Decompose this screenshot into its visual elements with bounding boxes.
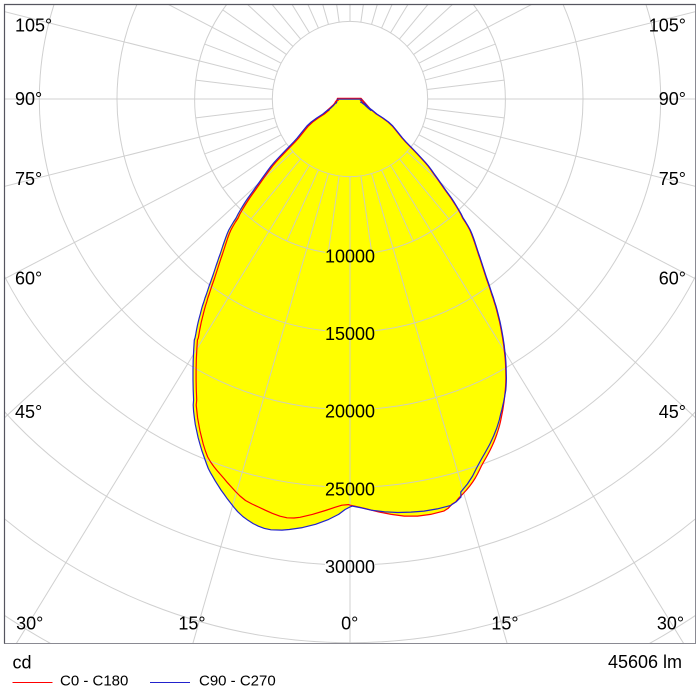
svg-text:105°: 105° xyxy=(15,15,52,35)
svg-text:105°: 105° xyxy=(649,15,686,35)
svg-text:60°: 60° xyxy=(659,269,686,289)
svg-text:20000: 20000 xyxy=(325,402,375,422)
svg-text:15°: 15° xyxy=(178,614,205,634)
svg-text:45°: 45° xyxy=(659,402,686,422)
svg-text:60°: 60° xyxy=(15,269,42,289)
svg-text:75°: 75° xyxy=(659,169,686,189)
svg-text:10000: 10000 xyxy=(325,246,375,266)
svg-text:45606 lm: 45606 lm xyxy=(608,652,682,672)
svg-text:15°: 15° xyxy=(491,614,518,634)
svg-text:15000: 15000 xyxy=(325,324,375,344)
svg-text:25000: 25000 xyxy=(325,479,375,499)
svg-text:0°: 0° xyxy=(341,614,358,634)
svg-text:90°: 90° xyxy=(659,89,686,109)
svg-text:cd: cd xyxy=(13,653,32,673)
svg-text:75°: 75° xyxy=(15,169,42,189)
svg-text:30000: 30000 xyxy=(325,557,375,577)
svg-text:30°: 30° xyxy=(657,614,684,634)
svg-text:90°: 90° xyxy=(15,89,42,109)
svg-text:C90 - C270: C90 - C270 xyxy=(199,673,276,690)
svg-text:30°: 30° xyxy=(16,614,43,634)
svg-text:45°: 45° xyxy=(15,402,42,422)
svg-text:C0 - C180: C0 - C180 xyxy=(60,673,128,690)
